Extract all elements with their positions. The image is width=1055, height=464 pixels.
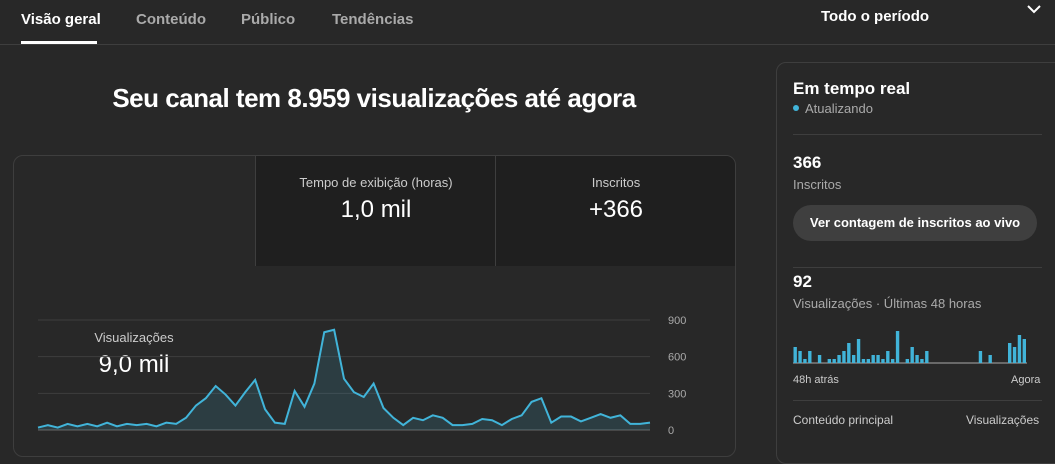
bar	[817, 355, 822, 363]
realtime-card	[776, 62, 1055, 464]
bar	[837, 355, 841, 363]
table-header: Conteúdo principal	[793, 413, 894, 427]
metric-tab[interactable]: Visualizações 9,0 mil	[14, 311, 254, 421]
tab[interactable]: Tendências	[332, 11, 414, 28]
bar	[925, 351, 929, 363]
metric-tab[interactable]: Tempo de exibição (horas) 1,0 mil	[255, 156, 496, 266]
bar	[978, 351, 983, 363]
bar	[920, 359, 924, 363]
subscriber-count: 366	[793, 153, 822, 172]
metric-label: Tempo de exibição (horas)	[299, 175, 453, 190]
tab[interactable]: Público	[241, 11, 296, 28]
headline: Seu canal tem 8.959 visualizações até ag…	[112, 83, 636, 113]
views-chart: 0 300 600 900	[37, 315, 686, 435]
period-selector[interactable]: Todo o período	[821, 8, 930, 25]
tab-divider	[0, 44, 1055, 45]
divider	[793, 134, 1042, 135]
bar	[871, 355, 875, 363]
views-count: 92	[793, 272, 812, 291]
bar	[856, 339, 861, 363]
dropdown-icon[interactable]	[1026, 2, 1042, 16]
bars-end-label: Agora	[1011, 374, 1041, 386]
bar	[1022, 339, 1026, 363]
metric-value: +366	[588, 196, 644, 223]
bar	[861, 359, 866, 363]
bar	[895, 331, 900, 363]
bar	[808, 351, 812, 363]
bar	[798, 351, 802, 363]
bar	[881, 359, 885, 363]
y-tick-label: 600	[668, 352, 686, 364]
tab-indicator	[21, 41, 97, 44]
bars-start-label: 48h atrás	[793, 374, 839, 386]
bar	[910, 347, 914, 363]
metric-tab[interactable]: Inscritos +366	[495, 156, 735, 266]
line	[37, 328, 651, 429]
realtime-bars	[793, 331, 1027, 364]
bar	[1017, 335, 1022, 363]
bar	[905, 359, 909, 363]
status-dot	[793, 105, 799, 111]
bar	[803, 359, 807, 363]
bar	[988, 355, 992, 363]
bar	[915, 355, 919, 363]
bar	[1008, 343, 1012, 363]
divider	[793, 400, 1042, 401]
tab[interactable]: Visão geral	[21, 11, 101, 28]
bar	[1012, 347, 1017, 363]
metric-label: Visualizações	[94, 330, 174, 345]
y-tick-label: 0	[668, 425, 674, 435]
divider	[793, 267, 1042, 268]
bar	[827, 359, 831, 363]
y-tick-label: 900	[668, 315, 686, 327]
tab[interactable]: Conteúdo	[136, 11, 206, 28]
metric-value: 1,0 mil	[340, 196, 412, 223]
views-label: Visualizações · Últimas 48 horas	[793, 296, 982, 311]
live-count-button[interactable]: Ver contagem de inscritos ao vivo	[793, 205, 1037, 241]
table-header: Visualizações	[966, 413, 1040, 427]
metric-label: Inscritos	[591, 175, 641, 190]
metric-value: 9,0 mil	[98, 351, 170, 378]
bar	[793, 347, 797, 363]
bar	[886, 351, 890, 363]
bar	[866, 359, 870, 363]
subscriber-label: Inscritos	[793, 177, 842, 192]
bar	[876, 355, 880, 363]
bar	[832, 359, 836, 363]
realtime-title: Em tempo real	[793, 79, 911, 98]
bar	[842, 351, 846, 363]
y-tick-label: 300	[668, 388, 686, 400]
bar	[852, 355, 856, 363]
bar	[891, 359, 895, 363]
realtime-status: Atualizando	[805, 101, 873, 116]
bar	[847, 343, 851, 363]
